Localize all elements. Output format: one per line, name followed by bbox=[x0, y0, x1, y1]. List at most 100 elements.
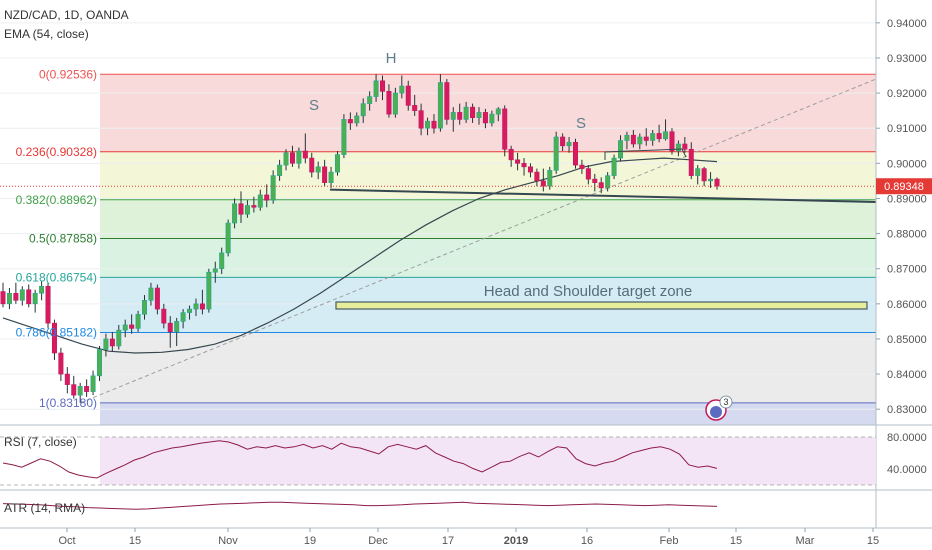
rsi-line[interactable] bbox=[2, 440, 718, 479]
candle-body bbox=[605, 175, 611, 189]
candle-body bbox=[688, 148, 694, 176]
price-tick-label: 0.92000 bbox=[887, 88, 927, 100]
target-zone-box[interactable] bbox=[335, 301, 868, 310]
candle-body bbox=[482, 112, 488, 124]
candle-body bbox=[51, 322, 57, 354]
candle-body bbox=[534, 171, 540, 182]
candle-body bbox=[367, 96, 373, 104]
candle-body bbox=[32, 292, 38, 305]
candle-body bbox=[58, 352, 64, 375]
fib-label-6: 1(0.83180) bbox=[39, 396, 97, 410]
time-tick-label: 15 bbox=[730, 535, 742, 547]
candle-body bbox=[502, 108, 508, 150]
candle-body bbox=[142, 300, 148, 315]
candle-body bbox=[77, 386, 83, 396]
price-tick-label: 0.89000 bbox=[887, 193, 927, 205]
price-tick-label: 0.93000 bbox=[887, 53, 927, 65]
time-tick-label: Feb bbox=[660, 535, 679, 547]
candle-body bbox=[64, 373, 70, 385]
candle-body bbox=[135, 314, 141, 329]
candle-body bbox=[386, 91, 392, 115]
candle-body bbox=[630, 134, 636, 145]
flag-icon bbox=[710, 406, 722, 418]
candle-body bbox=[521, 163, 527, 168]
right-shoulder-label: S bbox=[576, 115, 586, 132]
badge-count: 3 bbox=[723, 397, 728, 407]
fib-label-0: 0(0.92536) bbox=[39, 67, 97, 81]
candle-body bbox=[341, 119, 347, 155]
candle-body bbox=[6, 292, 12, 305]
candle-body bbox=[566, 141, 572, 147]
candle-body bbox=[585, 168, 591, 180]
fib-band-5 bbox=[100, 332, 876, 403]
fibonacci-bands bbox=[100, 73, 876, 425]
time-tick-label: 15 bbox=[867, 535, 879, 547]
time-tick-label: Nov bbox=[218, 535, 238, 547]
candle-body bbox=[334, 154, 340, 173]
candle-body bbox=[360, 103, 366, 117]
candle-body bbox=[637, 136, 643, 145]
candle-body bbox=[187, 308, 193, 313]
candle-body bbox=[392, 92, 398, 115]
price-tick-label: 0.84000 bbox=[887, 369, 927, 381]
fib-band-1 bbox=[100, 151, 876, 200]
neckline[interactable] bbox=[329, 188, 877, 203]
time-tick-label: Mar bbox=[796, 535, 815, 547]
candle-body bbox=[122, 324, 128, 331]
fib-label-2: 0.382(0.88962) bbox=[16, 193, 97, 207]
candle-body bbox=[26, 289, 32, 305]
time-tick-label: 19 bbox=[304, 535, 316, 547]
candle-body bbox=[431, 120, 437, 129]
candle-body bbox=[347, 119, 353, 124]
ema-indicator-label[interactable]: EMA (54, close) bbox=[4, 27, 89, 41]
candle-body bbox=[154, 287, 160, 310]
head-label: H bbox=[386, 50, 397, 67]
candle-body bbox=[373, 80, 379, 97]
candle-body bbox=[412, 105, 418, 111]
rsi-label[interactable]: RSI (7, close) bbox=[4, 435, 77, 449]
candle-body bbox=[13, 292, 19, 301]
candle-body bbox=[380, 80, 386, 92]
fibonacci-labels: 0(0.92536) 0.236(0.90328) 0.382(0.88962) 0.… bbox=[16, 67, 97, 410]
event-badge[interactable]: 3 bbox=[705, 395, 733, 421]
candle-body bbox=[193, 303, 199, 310]
candle-body bbox=[302, 150, 308, 159]
candle-body bbox=[444, 82, 450, 120]
candle-body bbox=[45, 285, 51, 324]
price-tick-label: 0.85000 bbox=[887, 334, 927, 346]
candle-body bbox=[682, 143, 688, 150]
candle-body bbox=[643, 136, 649, 141]
atr-label[interactable]: ATR (14, RMA) bbox=[4, 501, 85, 515]
candle-body bbox=[96, 349, 102, 377]
candle-body bbox=[232, 203, 238, 224]
candle-body bbox=[399, 85, 405, 94]
candle-body bbox=[206, 271, 212, 310]
candle-body bbox=[495, 108, 501, 115]
candle-body bbox=[405, 85, 411, 106]
last-price-tag: 0.89348 bbox=[876, 178, 932, 195]
rsi-band bbox=[100, 437, 876, 485]
candle-body bbox=[708, 178, 714, 182]
candle-body bbox=[540, 180, 546, 187]
price-tick-label: 0.86000 bbox=[887, 299, 927, 311]
fib-label-3: 0.5(0.87858) bbox=[29, 232, 97, 246]
time-axis: Oct 15 Nov 19 Dec 17 2019 16 Feb 15 Mar 15 bbox=[58, 528, 879, 547]
rising-trendline[interactable] bbox=[80, 78, 877, 404]
time-tick-label: 16 bbox=[581, 535, 593, 547]
candle-body bbox=[161, 308, 167, 324]
candle-body bbox=[527, 166, 533, 173]
price-tick-label: 0.91000 bbox=[887, 123, 927, 135]
atr-line[interactable] bbox=[2, 501, 718, 510]
candle-body bbox=[579, 164, 585, 169]
candle-body bbox=[663, 131, 669, 140]
fib-label-5: 0.786(0.85182) bbox=[16, 326, 97, 340]
candle-body bbox=[289, 152, 295, 164]
ema-line[interactable] bbox=[2, 157, 718, 354]
candle-body bbox=[418, 110, 424, 129]
price-tick-label: 0.83000 bbox=[887, 404, 927, 416]
price-tick-label: 0.90000 bbox=[887, 158, 927, 170]
candle-body bbox=[425, 120, 431, 129]
candle-body bbox=[508, 148, 514, 161]
candle-body bbox=[0, 291, 6, 305]
candle-body bbox=[457, 112, 463, 120]
